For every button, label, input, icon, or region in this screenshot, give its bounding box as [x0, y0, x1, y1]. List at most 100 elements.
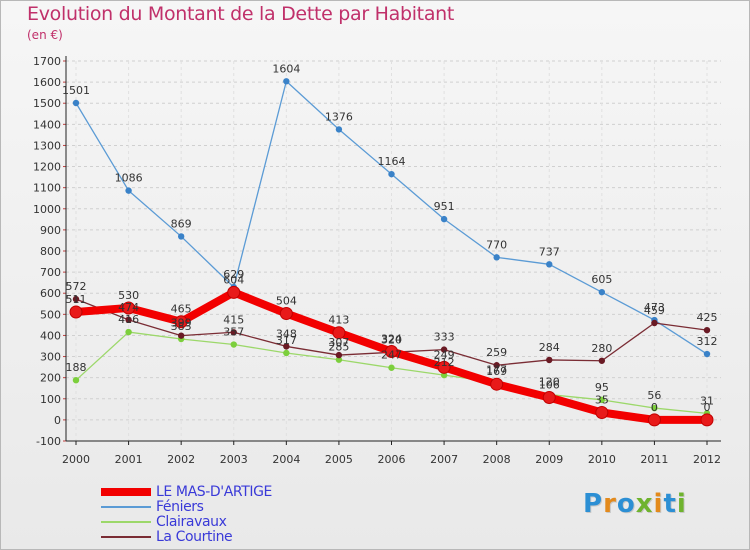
data-label: 604 [223, 273, 244, 286]
data-label: 473 [644, 301, 665, 314]
data-label: 416 [118, 313, 139, 326]
data-point [125, 316, 132, 324]
legend-swatch [101, 536, 151, 538]
data-label: 425 [697, 311, 718, 324]
data-label: 284 [539, 341, 560, 354]
data-label: 383 [171, 320, 192, 333]
data-label: 120 [539, 376, 560, 389]
legend-item: LE MAS-D'ARTIGE [101, 485, 361, 500]
data-label: 504 [276, 294, 297, 307]
data-label: 357 [223, 326, 244, 339]
y-tick-label: 100 [40, 393, 61, 406]
y-tick-label: 1500 [33, 97, 61, 110]
data-point [598, 357, 606, 364]
data-point [283, 78, 290, 85]
y-tick-label: 1300 [33, 139, 61, 152]
legend-label: LE MAS-D'ARTIGE [156, 484, 272, 500]
data-label: 320 [381, 333, 402, 346]
data-label: 1501 [62, 84, 90, 97]
data-point [651, 319, 658, 327]
legend-label: La Courtine [156, 529, 233, 545]
x-tick-label: 2012 [693, 453, 721, 466]
data-label: 333 [434, 331, 455, 344]
data-point [598, 396, 606, 404]
data-point [177, 332, 185, 339]
data-label: 511 [66, 293, 87, 306]
x-tick-label: 2009 [535, 453, 563, 466]
data-point [437, 360, 451, 374]
data-label: 629 [223, 268, 244, 281]
data-point [647, 413, 661, 427]
legend-label: Clairavaux [156, 514, 227, 530]
data-point [283, 343, 290, 350]
x-tick-label: 2001 [115, 453, 143, 466]
legend: LE MAS-D'ARTIGE Féniers Clairavaux La Court… [101, 485, 361, 545]
data-label: 399 [171, 317, 192, 330]
data-label: 95 [595, 381, 609, 394]
data-point [283, 349, 290, 357]
data-label: 1376 [325, 110, 353, 123]
proxiti-logo: Proxiti [583, 489, 687, 519]
data-label: 572 [66, 280, 87, 293]
data-label: 324 [381, 332, 402, 345]
y-tick-label: 200 [40, 372, 61, 385]
legend-swatch [101, 521, 151, 523]
data-point [177, 233, 185, 240]
data-point [279, 306, 293, 320]
data-point [335, 351, 343, 359]
data-point [388, 364, 395, 371]
x-tick-label: 2006 [378, 453, 406, 466]
line-chart: -100010020030040050060070080090010001100… [33, 55, 721, 466]
y-tick-label: 500 [40, 308, 61, 321]
chart-title: Evolution du Montant de la Dette par Hab… [27, 3, 455, 25]
data-point [546, 356, 553, 364]
data-point [703, 350, 711, 358]
data-point [388, 170, 395, 178]
y-tick-label: 0 [54, 414, 61, 427]
data-label: 465 [171, 303, 192, 316]
data-label: 249 [434, 348, 455, 361]
data-label: 56 [647, 389, 661, 402]
y-tick-label: 700 [40, 266, 61, 279]
data-label: 1086 [115, 172, 143, 185]
y-tick-label: 900 [40, 224, 61, 237]
data-label: 312 [697, 335, 718, 348]
data-point [335, 356, 343, 363]
data-point [598, 288, 606, 296]
data-label: 415 [223, 313, 244, 326]
data-label: 35 [595, 394, 609, 407]
legend-item: La Courtine [101, 530, 361, 545]
x-tick-label: 2010 [588, 453, 616, 466]
y-tick-label: 1200 [33, 161, 61, 174]
data-label: 169 [486, 365, 507, 378]
data-label: 530 [118, 289, 139, 302]
data-label: 317 [276, 334, 297, 347]
data-label: 474 [118, 301, 139, 314]
data-point [440, 346, 448, 353]
y-tick-label: 1000 [33, 203, 61, 216]
y-tick-label: 400 [40, 329, 61, 342]
data-point [335, 126, 343, 133]
data-point [703, 326, 711, 334]
data-label: 0 [651, 401, 658, 414]
x-tick-label: 2003 [220, 453, 248, 466]
legend-item: Féniers [101, 500, 361, 515]
y-tick-label: 1700 [33, 55, 61, 68]
data-point [440, 215, 448, 223]
legend-label: Féniers [156, 499, 204, 515]
x-tick-label: 2005 [325, 453, 353, 466]
x-tick-label: 2000 [62, 453, 90, 466]
data-point [230, 329, 237, 336]
data-label: 951 [434, 200, 455, 213]
data-point [174, 315, 188, 329]
data-label: 177 [486, 364, 507, 377]
data-point [230, 341, 237, 348]
data-label: 307 [328, 336, 349, 349]
legend-item: Clairavaux [101, 515, 361, 530]
data-label: 348 [276, 327, 297, 340]
data-label: 1164 [378, 155, 406, 168]
data-label: 31 [700, 394, 714, 407]
y-tick-label: 1100 [33, 182, 61, 195]
data-label: 869 [171, 217, 192, 230]
